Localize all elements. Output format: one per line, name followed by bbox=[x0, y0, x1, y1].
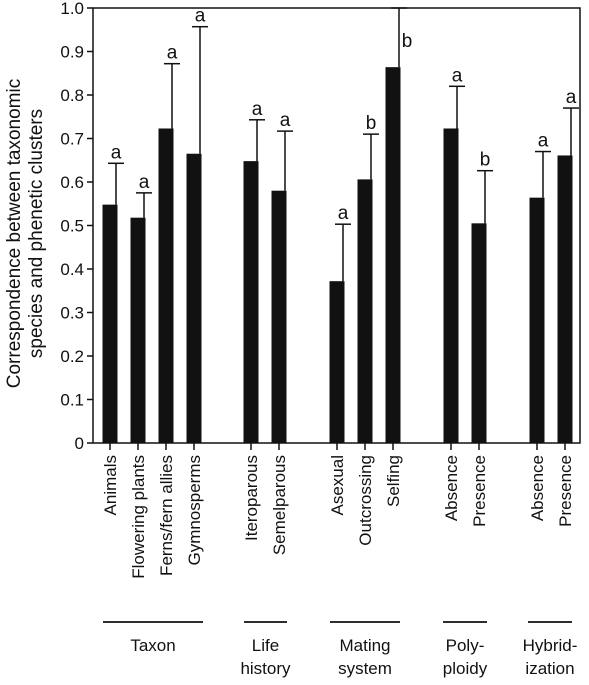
y-tick-label: 0.9 bbox=[60, 43, 84, 62]
bar bbox=[529, 197, 545, 443]
category-label: Semelparous bbox=[270, 455, 289, 555]
labels-layer: 0 0.1 0.2 0.3 0.4 0.5 0.6 0.7 0.8 0.9 1.0 Correspon… bbox=[4, 0, 577, 678]
group-label: history bbox=[240, 659, 291, 678]
significance-label: a bbox=[452, 65, 463, 86]
category-label: Selfing bbox=[384, 455, 403, 507]
bar bbox=[158, 128, 174, 443]
bar bbox=[102, 204, 118, 443]
significance-label: a bbox=[338, 203, 349, 224]
group-label: ploidy bbox=[443, 659, 488, 678]
significance-label: a bbox=[538, 131, 549, 152]
y-axis-title: Correspondence between taxonomicspecies … bbox=[4, 79, 47, 388]
significance-label: b bbox=[366, 113, 377, 134]
significance-label: a bbox=[566, 87, 577, 108]
group-label: Mating bbox=[339, 636, 390, 655]
significance-label: a bbox=[252, 99, 263, 120]
bar bbox=[471, 223, 487, 443]
group-label: Hybrid- bbox=[523, 636, 578, 655]
group-label: Poly- bbox=[446, 636, 485, 655]
significance-label: a bbox=[111, 142, 122, 163]
bar bbox=[357, 179, 373, 443]
category-label: Outcrossing bbox=[356, 455, 375, 546]
bar bbox=[186, 153, 202, 443]
y-tick-label: 0.4 bbox=[60, 260, 84, 279]
y-axis-title-line: species and phenetic clusters bbox=[26, 109, 47, 358]
bar bbox=[243, 161, 259, 443]
group-label: system bbox=[338, 659, 392, 678]
category-label: Animals bbox=[101, 455, 120, 515]
y-tick-label: 0.2 bbox=[60, 347, 84, 366]
y-axis-title-line: Correspondence between taxonomic bbox=[4, 79, 25, 388]
bar bbox=[329, 281, 345, 443]
category-label: Presence bbox=[470, 455, 489, 527]
group-label: ization bbox=[525, 659, 574, 678]
group-label: Taxon bbox=[130, 636, 175, 655]
y-tick-label: 1.0 bbox=[60, 0, 84, 18]
bars-layer bbox=[102, 7, 579, 443]
bar bbox=[443, 128, 459, 443]
category-label: Presence bbox=[556, 455, 575, 527]
y-tick-label: 0.6 bbox=[60, 173, 84, 192]
bar bbox=[557, 155, 573, 443]
y-tick-label: 0.7 bbox=[60, 130, 84, 149]
significance-label: b bbox=[402, 31, 413, 52]
category-label: Asexual bbox=[328, 455, 347, 515]
bar bbox=[130, 217, 146, 443]
significance-label: b bbox=[480, 150, 491, 171]
group-label: Life bbox=[252, 636, 279, 655]
significance-label: a bbox=[139, 172, 150, 193]
y-tick-label: 0.8 bbox=[60, 86, 84, 105]
y-tick-label: 0.1 bbox=[60, 391, 84, 410]
y-tick-label: 0.5 bbox=[60, 217, 84, 236]
category-label: Absence bbox=[442, 455, 461, 521]
y-tick-label: 0.3 bbox=[60, 304, 84, 323]
significance-label: a bbox=[167, 43, 178, 64]
category-label: Ferns/fern allies bbox=[157, 455, 176, 576]
category-label: Gymnosperms bbox=[185, 455, 204, 566]
bar bbox=[385, 67, 401, 443]
bar bbox=[271, 190, 287, 443]
category-label: Iteroparous bbox=[242, 455, 261, 541]
y-tick-label: 0 bbox=[75, 434, 84, 453]
significance-label: a bbox=[280, 110, 291, 131]
significance-label: a bbox=[195, 6, 206, 27]
category-label: Flowering plants bbox=[129, 455, 148, 579]
category-label: Absence bbox=[528, 455, 547, 521]
